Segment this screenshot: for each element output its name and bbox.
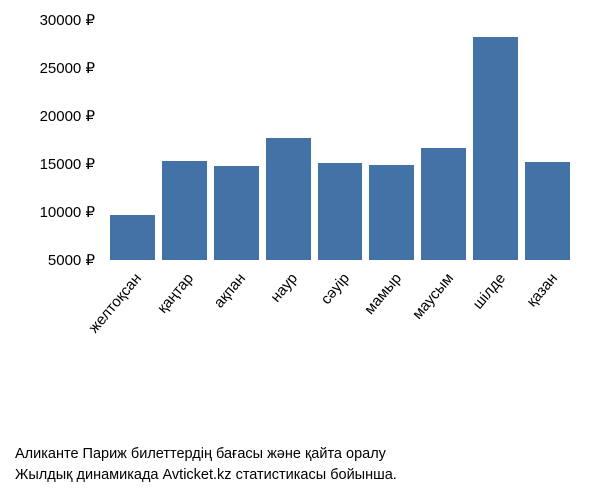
y-tick-label: 15000 ₽ <box>40 155 95 173</box>
x-tick-label: желтоқсан <box>86 270 146 336</box>
bar <box>266 138 311 260</box>
x-tick-label: қазан <box>523 270 561 310</box>
x-tick-label: ақпан <box>211 270 250 311</box>
x-label-slot: желтоқсан <box>110 265 155 385</box>
x-label-slot: наур <box>266 265 311 385</box>
chart-caption: Аликанте Париж билеттердің бағасы және қ… <box>15 444 585 485</box>
plot-area <box>105 20 575 260</box>
x-tick-label: маусым <box>409 270 457 323</box>
x-tick-label: наур <box>267 270 301 306</box>
bar <box>525 162 570 260</box>
x-tick-label: шілде <box>469 270 509 313</box>
x-label-slot: ақпан <box>214 265 259 385</box>
y-axis: 5000 ₽10000 ₽15000 ₽20000 ₽25000 ₽30000 … <box>15 20 100 260</box>
bar <box>473 37 518 260</box>
bar <box>318 163 363 260</box>
caption-line-1: Аликанте Париж билеттердің бағасы және қ… <box>15 444 585 464</box>
bar <box>110 215 155 260</box>
x-tick-label: сәуір <box>317 270 353 308</box>
x-label-slot: сәуір <box>318 265 363 385</box>
x-label-slot: шілде <box>473 265 518 385</box>
y-tick-label: 10000 ₽ <box>40 203 95 221</box>
x-tick-label: қаңтар <box>154 270 197 317</box>
y-tick-label: 5000 ₽ <box>48 251 95 269</box>
bar <box>214 166 259 260</box>
x-tick-label: мамыр <box>361 270 405 318</box>
x-label-slot: қазан <box>525 265 570 385</box>
y-tick-label: 30000 ₽ <box>40 11 95 29</box>
x-axis: желтоқсанқаңтарақпаннаурсәуірмамырмаусым… <box>105 265 575 385</box>
price-chart: 5000 ₽ 10000 ₽ 15000 ₽ 20000 ₽ 25000 ₽ 30000 … <box>15 10 585 390</box>
bars-group <box>105 20 575 260</box>
x-label-slot: мамыр <box>369 265 414 385</box>
y-tick-label: 20000 ₽ <box>40 107 95 125</box>
x-labels-group: желтоқсанқаңтарақпаннаурсәуірмамырмаусым… <box>105 265 575 385</box>
y-tick-label: 25000 ₽ <box>40 59 95 77</box>
x-label-slot: маусым <box>421 265 466 385</box>
bar <box>421 148 466 260</box>
x-label-slot: қаңтар <box>162 265 207 385</box>
caption-line-2: Жылдық динамикада Avticket.kz статистика… <box>15 465 585 485</box>
bar <box>369 165 414 260</box>
bar <box>162 161 207 260</box>
